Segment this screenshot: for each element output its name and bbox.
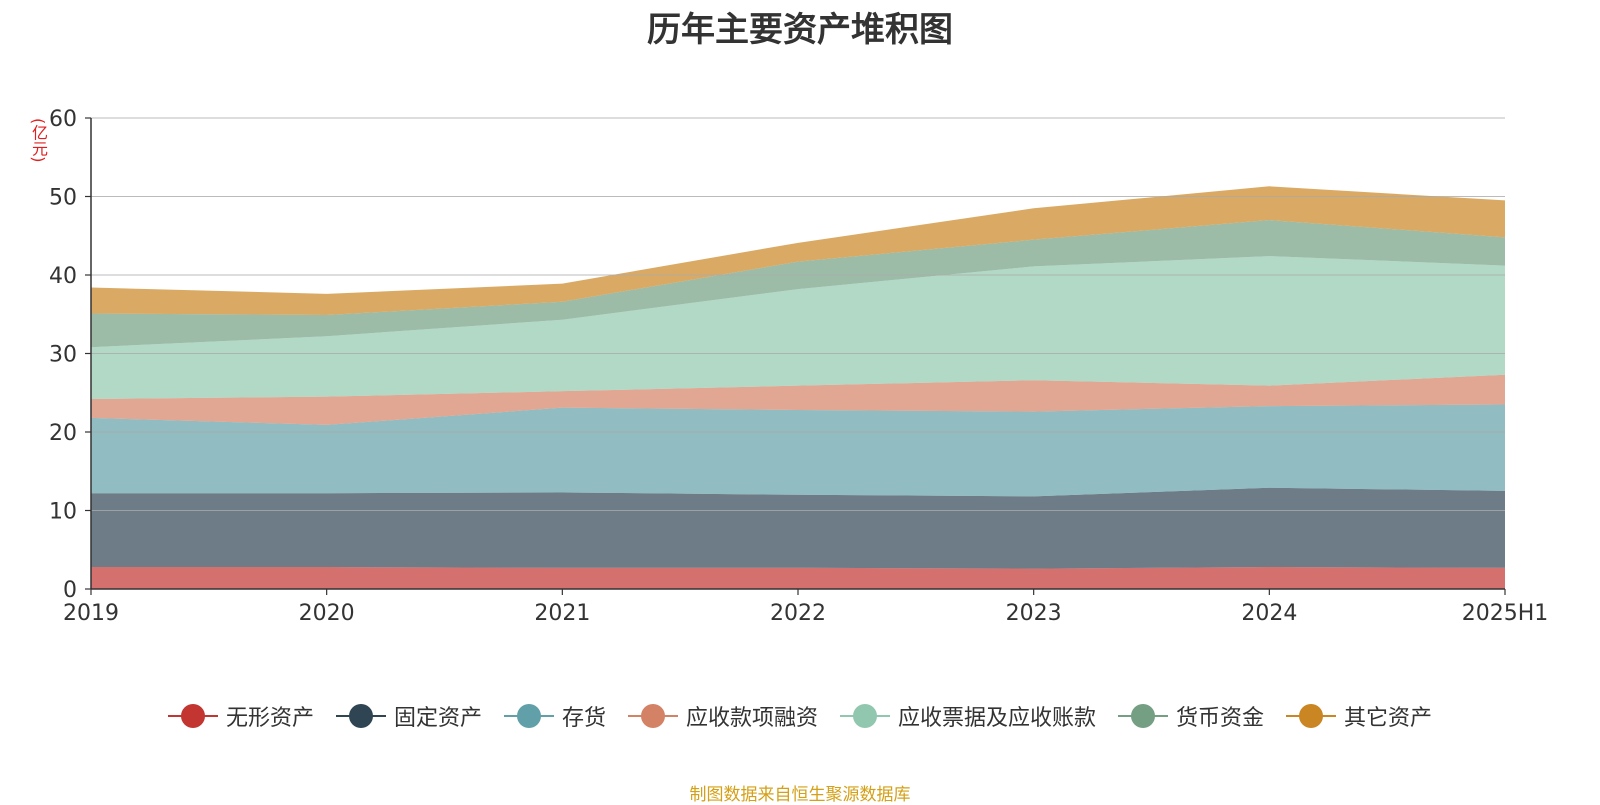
legend-item-7[interactable]: 其它资产 <box>1286 700 1432 732</box>
legend-label: 应收款项融资 <box>685 706 818 731</box>
legend-marker-icon <box>1286 703 1337 729</box>
x-tick-label-2025H1: 2025H1 <box>1462 601 1549 626</box>
x-tick-label-2022: 2022 <box>770 601 826 626</box>
legend-label: 无形资产 <box>225 706 314 731</box>
chart-title: 历年主要资产堆积图 <box>647 10 953 50</box>
legend-marker-icon <box>503 703 554 729</box>
legend-item-3[interactable]: 存货 <box>503 700 606 732</box>
legend-item-5[interactable]: 应收票据及应收账款 <box>840 700 1096 732</box>
x-tick-label-2023: 2023 <box>1006 601 1062 626</box>
area-series-4 <box>91 374 1505 425</box>
legend-item-2[interactable]: 固定资产 <box>335 700 482 732</box>
y-tick-label-50: 50 <box>49 186 77 211</box>
legend-label: 货币资金 <box>1176 706 1265 731</box>
y-tick-label-60: 60 <box>49 107 77 132</box>
area-series-1 <box>91 567 1505 589</box>
y-axis-unit-label: (亿元) <box>29 118 48 163</box>
legend-item-6[interactable]: 货币资金 <box>1118 700 1264 732</box>
legend-item-1[interactable]: 无形资产 <box>167 700 314 732</box>
data-source-note: 制图数据来自恒生聚源数据库 <box>689 785 911 805</box>
legend-label: 应收票据及应收账款 <box>898 706 1097 731</box>
legend-marker-icon <box>167 703 218 729</box>
y-tick-label-30: 30 <box>49 343 77 368</box>
legend-item-4[interactable]: 应收款项融资 <box>627 700 818 732</box>
x-tick-label-2020: 2020 <box>299 601 355 626</box>
legend-marker-icon <box>627 703 678 729</box>
area-series-3 <box>91 404 1505 497</box>
legend-marker-icon <box>840 703 890 729</box>
x-tick-label-2019: 2019 <box>63 601 119 626</box>
chart-legend: 无形资产 固定资产 存货 应收款项融资 应收票据及应收账款 货币资金 其它资产 <box>0 700 1600 732</box>
y-tick-label-0: 0 <box>63 578 77 603</box>
legend-label: 其它资产 <box>1344 706 1433 731</box>
y-tick-label-40: 40 <box>49 264 77 289</box>
area-series-5 <box>91 256 1505 400</box>
legend-marker-icon <box>335 703 386 729</box>
x-tick-label-2021: 2021 <box>534 601 590 626</box>
y-tick-label-10: 10 <box>49 500 77 525</box>
area-series-6 <box>91 220 1505 348</box>
area-series-7 <box>91 186 1505 316</box>
x-tick-label-2024: 2024 <box>1241 601 1297 626</box>
area-series-2 <box>91 487 1505 569</box>
legend-label: 存货 <box>561 706 606 731</box>
y-tick-label-20: 20 <box>49 421 77 446</box>
stacked-area-chart: 0 10 20 30 40 50 60 2019 2020 2021 2022 2023 2024 202… <box>49 107 1549 626</box>
legend-marker-icon <box>1118 703 1169 729</box>
legend-label: 固定资产 <box>393 706 482 731</box>
